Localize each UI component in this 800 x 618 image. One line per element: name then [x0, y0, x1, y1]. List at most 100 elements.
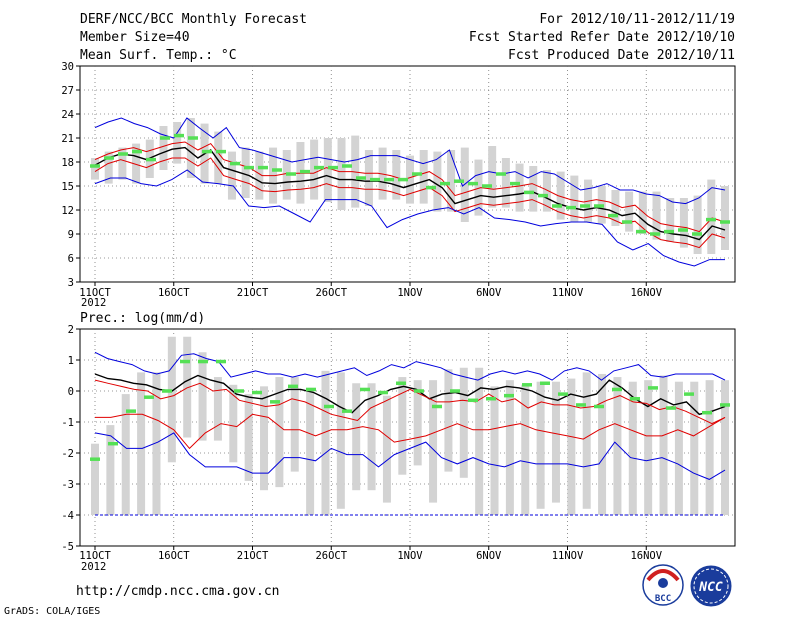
spread-box	[159, 126, 168, 170]
ncc-logo-text: NCC	[698, 580, 723, 595]
spread-box	[488, 146, 497, 208]
spread-box	[244, 394, 253, 481]
spread-box	[106, 425, 115, 515]
spread-box	[475, 367, 484, 515]
y-tick-label: -3	[61, 479, 74, 491]
series-line-sd_upper	[94, 379, 726, 425]
y-tick-label: -4	[61, 510, 74, 522]
spread-box	[167, 336, 176, 463]
spread-box	[227, 151, 236, 200]
x-tick-label: 11OCT	[79, 287, 111, 299]
precipitation-plot-frame	[79, 328, 736, 547]
spread-box	[104, 151, 113, 184]
y-tick-label: 18	[61, 157, 74, 169]
y-tick-label: -2	[61, 448, 74, 460]
temperature-grid	[80, 66, 735, 282]
spread-box	[628, 381, 637, 515]
x-tick-label: 11OCT	[79, 550, 111, 562]
spread-box	[364, 150, 373, 206]
spread-box	[598, 373, 607, 515]
spread-box	[118, 147, 127, 180]
x-tick-label: 16OCT	[158, 550, 190, 562]
spread-box	[255, 151, 264, 200]
y-tick-label: -1	[61, 417, 74, 429]
spread-box	[490, 386, 499, 515]
x-tick-label: 26OCT	[315, 287, 347, 299]
x-tick-label: 26OCT	[315, 550, 347, 562]
spread-box	[152, 372, 161, 515]
precipitation-medians	[90, 359, 730, 461]
spread-box	[501, 158, 510, 208]
spread-box	[679, 198, 688, 248]
fcst-started-date: Fcst Started Refer Date 2012/10/10	[469, 30, 735, 45]
spread-box	[721, 186, 729, 250]
spread-box	[582, 372, 591, 509]
y-tick-label: 0	[68, 386, 74, 398]
spread-box	[260, 386, 269, 491]
x-tick-label: 1NOV	[397, 550, 423, 562]
series-line-max	[94, 117, 726, 205]
spread-box	[659, 375, 668, 515]
x-tick-label: 21OCT	[237, 287, 269, 299]
series-line-max	[94, 351, 726, 381]
precipitation-year-label: 2012	[81, 561, 106, 573]
temperature-year-label: 2012	[81, 297, 106, 309]
y-tick-label: -5	[61, 541, 74, 553]
spread-box	[521, 384, 530, 515]
precipitation-boxes	[91, 336, 729, 515]
spread-box	[352, 383, 361, 491]
spread-box	[321, 370, 330, 515]
series-line-mean	[94, 146, 726, 241]
spread-box	[306, 387, 315, 515]
spread-box	[382, 395, 391, 503]
temperature-y-ticks: 3 6 9 12 15 18 21 24 27 30	[61, 61, 80, 289]
chart-title: DERF/NCC/BCC Monthly Forecast	[80, 12, 307, 27]
spread-box	[214, 131, 223, 184]
spread-box	[459, 367, 468, 478]
spread-box	[567, 378, 576, 515]
spread-box	[447, 150, 456, 212]
spread-box	[132, 143, 141, 184]
temperature-x-ticks: 11OCT 16OCT 21OCT 26OCT 1NOV 6NOV 11NOV 16NOV	[79, 282, 663, 299]
spread-box	[638, 191, 647, 234]
spread-box	[693, 195, 702, 254]
spread-box	[515, 163, 524, 212]
spread-box	[290, 377, 299, 472]
spread-box	[429, 380, 438, 503]
spread-box	[137, 372, 146, 515]
temperature-lines	[94, 117, 726, 267]
spread-box	[398, 377, 407, 475]
temperature-plot-frame	[79, 65, 736, 283]
precipitation-x-ticks: 11OCT 16OCT 21OCT 26OCT 1NOV 6NOV 11NOV 16NOV	[79, 546, 663, 562]
grads-credit: GrADS: COLA/IGES	[4, 606, 100, 617]
spread-box	[275, 377, 284, 488]
spread-box	[433, 151, 442, 212]
x-tick-label: 16NOV	[630, 550, 662, 562]
series-line-sd_lower	[95, 413, 726, 450]
series-line-sd_lower	[94, 157, 726, 249]
spread-box	[707, 179, 716, 254]
spread-box	[542, 170, 551, 212]
temperature-medians	[90, 133, 730, 236]
x-tick-label: 11NOV	[552, 287, 584, 299]
temperature-panel: 3 6 9 12 15 18 21 24 27 30 11OCT 16OCT 21OCT 26OCT 1N…	[61, 61, 736, 309]
spread-box	[570, 175, 579, 222]
spread-box	[556, 171, 565, 220]
series-line-min	[94, 169, 725, 267]
spread-box	[613, 377, 622, 515]
precipitation-y-ticks: -5 -4 -3 -2 -1 0 1 2	[61, 324, 80, 553]
spread-box	[625, 191, 634, 232]
fcst-produced-date: Fcst Produced Date 2012/10/11	[508, 48, 735, 63]
spread-box	[229, 384, 238, 463]
spread-box	[413, 380, 422, 466]
x-tick-label: 6NOV	[476, 550, 502, 562]
spread-box	[337, 138, 346, 210]
bcc-logo: BCC	[642, 564, 684, 606]
spread-box	[721, 380, 729, 515]
series-line-sd_upper	[94, 141, 726, 233]
spread-box	[674, 381, 683, 515]
spread-box	[644, 380, 653, 515]
spread-box	[652, 191, 661, 240]
forecast-period: For 2012/10/11-2012/11/19	[539, 12, 735, 27]
